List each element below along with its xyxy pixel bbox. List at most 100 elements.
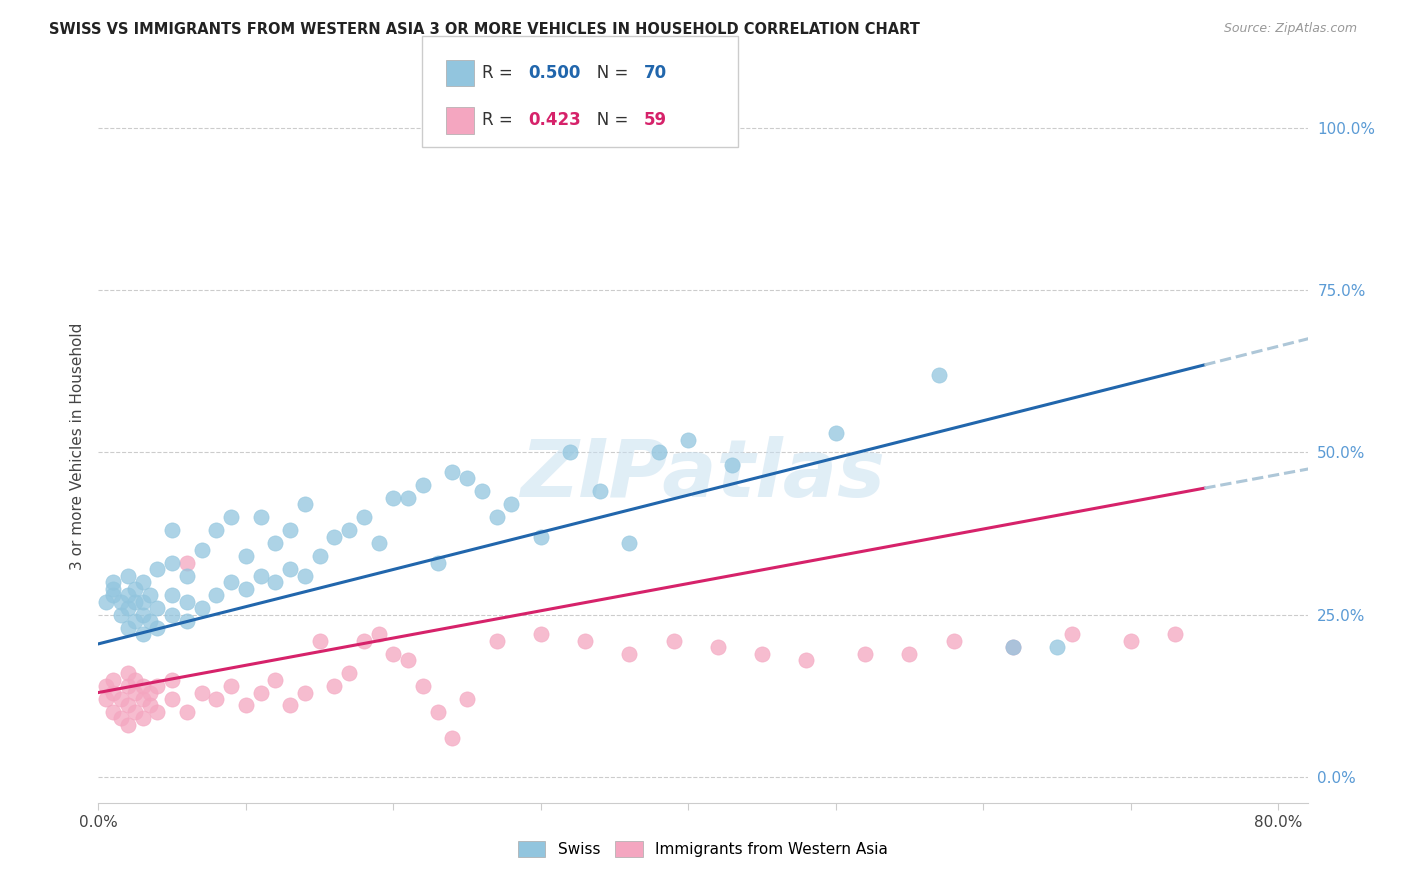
- Point: [396, 491, 419, 505]
- Point: [485, 510, 508, 524]
- Point: [101, 685, 124, 699]
- Point: [235, 698, 257, 713]
- Point: [853, 647, 876, 661]
- Point: [205, 692, 228, 706]
- Point: [146, 679, 169, 693]
- Point: [205, 588, 228, 602]
- Point: [353, 633, 375, 648]
- Point: [441, 731, 464, 745]
- Point: [131, 711, 153, 725]
- Point: [367, 627, 389, 641]
- Point: [117, 601, 139, 615]
- Point: [501, 497, 523, 511]
- Point: [160, 588, 183, 602]
- Point: [1046, 640, 1069, 654]
- Point: [146, 562, 169, 576]
- Point: [249, 568, 271, 582]
- Point: [124, 614, 146, 628]
- Point: [219, 575, 242, 590]
- Point: [249, 685, 271, 699]
- Point: [264, 575, 287, 590]
- Point: [530, 627, 553, 641]
- Point: [367, 536, 389, 550]
- Point: [176, 556, 198, 570]
- Text: R =: R =: [482, 64, 519, 82]
- Point: [574, 633, 596, 648]
- Point: [117, 679, 139, 693]
- Point: [589, 484, 612, 499]
- Point: [205, 524, 228, 538]
- Point: [176, 595, 198, 609]
- Y-axis label: 3 or more Vehicles in Household: 3 or more Vehicles in Household: [69, 322, 84, 570]
- Point: [426, 705, 449, 719]
- Point: [1060, 627, 1083, 641]
- Point: [1119, 633, 1142, 648]
- Point: [323, 530, 346, 544]
- Point: [412, 478, 434, 492]
- Point: [353, 510, 375, 524]
- Point: [160, 692, 183, 706]
- Point: [110, 711, 132, 725]
- Point: [124, 582, 146, 596]
- Point: [471, 484, 494, 499]
- Point: [794, 653, 817, 667]
- Point: [560, 445, 582, 459]
- Point: [131, 679, 153, 693]
- Point: [124, 705, 146, 719]
- Point: [160, 524, 183, 538]
- Point: [928, 368, 950, 382]
- Point: [160, 607, 183, 622]
- Legend: Swiss, Immigrants from Western Asia: Swiss, Immigrants from Western Asia: [512, 835, 894, 863]
- Point: [485, 633, 508, 648]
- Point: [110, 607, 132, 622]
- Point: [124, 685, 146, 699]
- Point: [101, 673, 124, 687]
- Point: [190, 601, 212, 615]
- Point: [131, 627, 153, 641]
- Point: [294, 568, 316, 582]
- Point: [160, 556, 183, 570]
- Point: [101, 705, 124, 719]
- Point: [117, 568, 139, 582]
- Point: [117, 718, 139, 732]
- Point: [219, 510, 242, 524]
- Point: [117, 666, 139, 681]
- Point: [219, 679, 242, 693]
- Point: [264, 536, 287, 550]
- Point: [426, 556, 449, 570]
- Point: [131, 692, 153, 706]
- Point: [139, 614, 162, 628]
- Point: [110, 692, 132, 706]
- Point: [264, 673, 287, 687]
- Text: SWISS VS IMMIGRANTS FROM WESTERN ASIA 3 OR MORE VEHICLES IN HOUSEHOLD CORRELATIO: SWISS VS IMMIGRANTS FROM WESTERN ASIA 3 …: [49, 22, 920, 37]
- Point: [101, 582, 124, 596]
- Point: [337, 524, 360, 538]
- Text: R =: R =: [482, 112, 519, 129]
- Point: [278, 524, 301, 538]
- Point: [648, 445, 671, 459]
- Point: [530, 530, 553, 544]
- Point: [1001, 640, 1024, 654]
- Point: [678, 433, 700, 447]
- Point: [382, 647, 405, 661]
- Point: [160, 673, 183, 687]
- Point: [278, 698, 301, 713]
- Point: [308, 633, 330, 648]
- Point: [117, 621, 139, 635]
- Point: [235, 549, 257, 564]
- Point: [117, 588, 139, 602]
- Point: [124, 673, 146, 687]
- Point: [249, 510, 271, 524]
- Point: [323, 679, 346, 693]
- Point: [131, 595, 153, 609]
- Point: [942, 633, 965, 648]
- Text: 70: 70: [644, 64, 666, 82]
- Point: [101, 575, 124, 590]
- Point: [235, 582, 257, 596]
- Point: [146, 621, 169, 635]
- Point: [110, 595, 132, 609]
- Point: [94, 595, 117, 609]
- Point: [396, 653, 419, 667]
- Point: [456, 692, 478, 706]
- Point: [131, 575, 153, 590]
